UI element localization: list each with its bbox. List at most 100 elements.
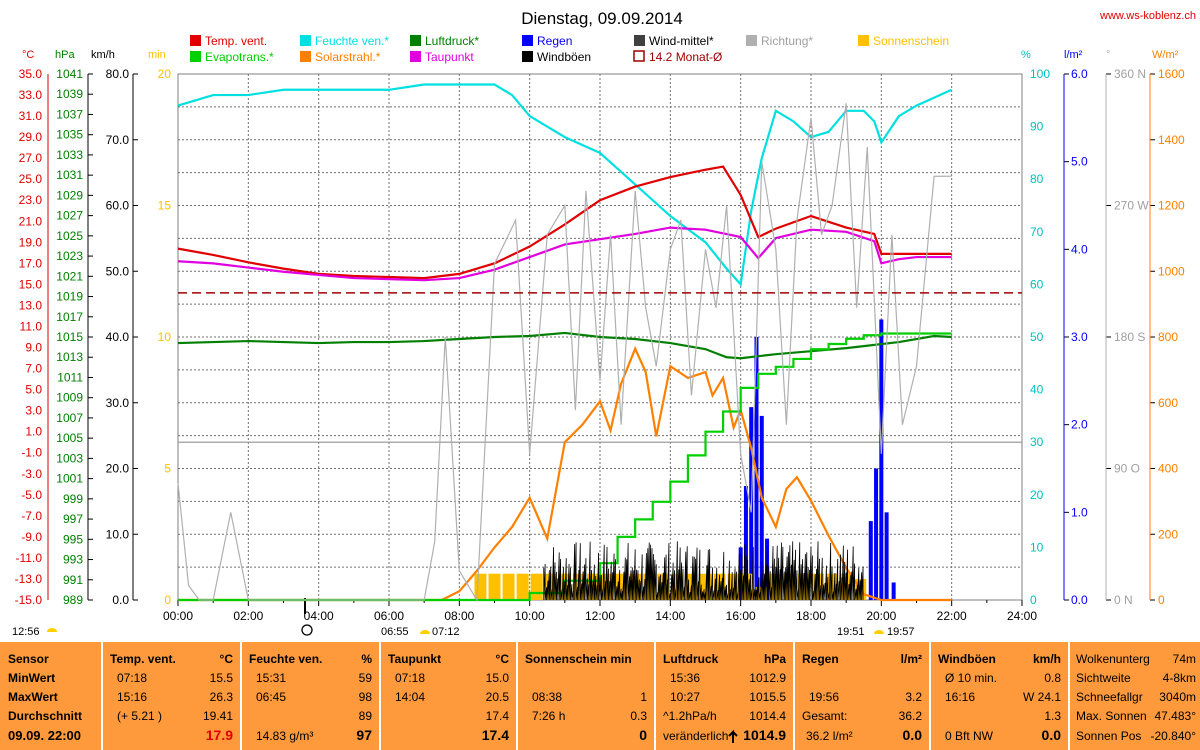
tick-temp: 29.0 — [19, 130, 43, 144]
sum-rain-current: 0.0 — [903, 727, 923, 743]
sum-temp-unit: °C — [220, 652, 234, 666]
wind-gusts — [543, 541, 864, 601]
site-link[interactable]: www.ws-koblenz.ch — [1099, 10, 1196, 22]
tick-hpa: 993 — [63, 553, 83, 567]
legend-label: Evapotrans.* — [205, 50, 274, 64]
tick-kmh: 60.0 — [106, 199, 130, 213]
sum-sun-max: 1 — [640, 690, 647, 704]
legend-label: Taupunkt — [425, 50, 474, 64]
legend-swatch — [522, 51, 533, 62]
tick-x: 06:00 — [374, 609, 404, 623]
legend-swatch — [410, 51, 421, 62]
legend-swatch — [858, 35, 869, 46]
sum-wind-avg-label: Ø 10 min. — [945, 671, 997, 685]
unit-hpa: hPa — [55, 49, 75, 61]
legend-label: Wind-mittel* — [649, 34, 714, 48]
legend-label: Luftdruck* — [425, 34, 479, 48]
sum-snow-label: Schneefallgr — [1076, 690, 1143, 704]
legend-swatch — [522, 35, 533, 46]
legend-label: Windböen — [537, 50, 591, 64]
sum-sunpos-value: -20.840° — [1151, 729, 1197, 743]
legend-swatch — [633, 50, 645, 62]
bar-sonne — [530, 573, 543, 600]
tick-pct: 100 — [1030, 67, 1050, 81]
tick-pct: 80 — [1030, 172, 1044, 186]
sunrise-label-2: 07:12 — [432, 626, 460, 638]
tick-wm2: 1200 — [1158, 199, 1185, 213]
summary-table: Sensor MinWert MaxWert Durchschnitt 09.0… — [0, 642, 1200, 750]
sum-dew-min: 15.0 — [486, 671, 510, 685]
legend-label: Sonnenschein — [873, 34, 949, 48]
series-windboeen — [543, 541, 864, 601]
sum-press-max-time: 10:27 — [670, 690, 700, 704]
sum-hum-avg: 89 — [359, 709, 373, 723]
tick-temp: 5.0 — [25, 383, 42, 397]
tick-wm2: 800 — [1158, 330, 1178, 344]
tick-lm2: 1.0 — [1071, 505, 1088, 519]
tick-hpa: 1019 — [56, 290, 83, 304]
sum-temp-min-time: 07:18 — [117, 671, 147, 685]
legend-swatch — [746, 35, 757, 46]
legend-label: Feuchte ven.* — [315, 34, 389, 48]
sum-temp-max-time: 15:16 — [117, 690, 147, 704]
tick-temp: 27.0 — [19, 151, 43, 165]
tick-hpa: 991 — [63, 573, 83, 587]
sum-wind-mean: 1.3 — [1044, 709, 1061, 723]
sum-press-trend: ^1.2hPa/h — [663, 709, 717, 723]
sum-hum-min-time: 15:31 — [256, 671, 286, 685]
tick-temp: 11.0 — [20, 319, 43, 333]
sum-temp-avg: 19.41 — [203, 709, 233, 723]
sum-wind-avg10: 0.8 — [1044, 671, 1061, 685]
unit-pct: % — [1021, 49, 1031, 61]
sunrise-label: 06:55 — [381, 626, 409, 638]
legend-label: Regen — [537, 34, 572, 48]
tick-hpa: 1025 — [56, 229, 83, 243]
tick-temp: 19.0 — [19, 235, 43, 249]
tick-pct: 40 — [1030, 383, 1044, 397]
sum-dew-min-time: 07:18 — [395, 671, 425, 685]
sum-press-max: 1015.5 — [749, 690, 786, 704]
tick-x: 04:00 — [304, 609, 334, 623]
sum-sun-total: 7:26 h — [532, 709, 565, 723]
tick-hpa: 1039 — [56, 87, 83, 101]
axes: 35.0 33.0 31.0 29.0 27.0 25.0 23.0 21.0 19.0 17.0… — [15, 67, 1185, 623]
tick-hpa: 1033 — [56, 148, 83, 162]
tick-pct: 90 — [1030, 120, 1044, 134]
legend-swatch — [300, 35, 311, 46]
sum-temp-min: 15.5 — [210, 671, 234, 685]
bar-regen — [891, 582, 896, 600]
sum-dew-current: 17.4 — [482, 727, 509, 743]
tick-x: 02:00 — [233, 609, 263, 623]
tick-x: 20:00 — [866, 609, 896, 623]
tick-hpa: 995 — [63, 532, 83, 546]
legend-label: Richtung* — [761, 34, 813, 48]
sum-hum-unit: % — [361, 652, 372, 666]
sum-rain-total: 36.2 — [899, 709, 923, 723]
sum-hum-min: 59 — [359, 671, 373, 685]
legend-swatch — [634, 35, 645, 46]
series-feuchte — [177, 83, 953, 287]
tick-x: 18:00 — [796, 609, 826, 623]
tick-lm2: 4.0 — [1071, 242, 1088, 256]
line-series — [177, 83, 1022, 602]
tick-temp: 13.0 — [19, 298, 43, 312]
tick-wm2: 600 — [1158, 396, 1178, 410]
tick-x: 16:00 — [726, 609, 756, 623]
series-evapo — [178, 332, 952, 602]
sum-maxsun-label: Max. Sonnen — [1076, 709, 1147, 723]
sum-dew-head: Taupunkt — [388, 652, 441, 666]
sum-rain-unit: l/m² — [901, 652, 922, 666]
bar-sonne — [516, 573, 529, 600]
moon-icon — [301, 624, 313, 636]
tick-pct: 70 — [1030, 225, 1044, 239]
tick-temp: 9.0 — [25, 341, 42, 355]
tick-hpa: 997 — [63, 512, 83, 526]
tick-temp: 15.0 — [19, 277, 43, 291]
sum-dew-max: 20.5 — [486, 690, 510, 704]
tick-kmh: 80.0 — [106, 67, 130, 81]
tick-pct: 50 — [1030, 330, 1044, 344]
tick-deg: 0 N — [1114, 593, 1133, 607]
tick-temp: 7.0 — [25, 362, 42, 376]
unit-kmh: km/h — [91, 49, 115, 61]
tick-min: 15 — [158, 199, 172, 213]
